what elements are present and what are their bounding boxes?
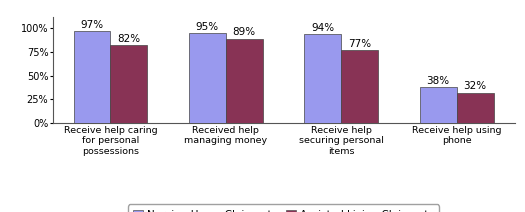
Bar [110, 45, 148, 123]
Bar [304, 34, 341, 123]
Text: 32%: 32% [464, 81, 487, 91]
Text: 95%: 95% [196, 22, 219, 32]
Text: 89%: 89% [233, 27, 256, 37]
Text: 38%: 38% [426, 75, 450, 86]
Bar [74, 31, 110, 123]
Text: 94%: 94% [311, 22, 334, 33]
Bar [189, 33, 226, 123]
Bar [226, 39, 262, 123]
Text: 97%: 97% [80, 20, 103, 30]
Bar [341, 50, 378, 123]
Bar [457, 93, 494, 123]
Text: 77%: 77% [348, 39, 371, 49]
Bar [419, 87, 457, 123]
Legend: Nursing Home Claimants, Assisted Living Claimants: Nursing Home Claimants, Assisted Living … [128, 205, 439, 212]
Text: 82%: 82% [117, 34, 141, 44]
